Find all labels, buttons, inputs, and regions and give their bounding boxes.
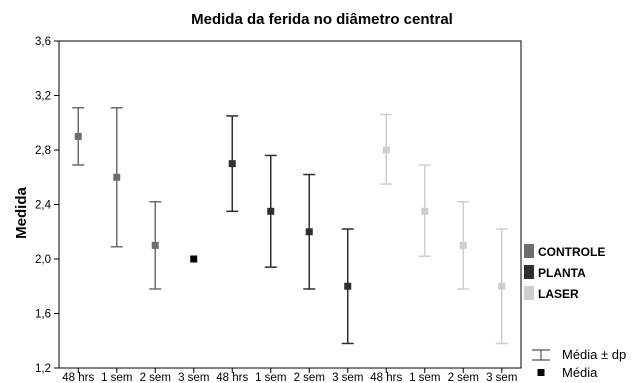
- mean-point: [498, 282, 506, 290]
- x-tick-label: 1 sem: [101, 372, 132, 383]
- mean-point: [421, 207, 429, 215]
- x-tick-label: 2 sem: [140, 372, 171, 383]
- y-tick-label: 3,6: [35, 36, 51, 48]
- x-axis: 48 hrs 1 sem 2 sem 3 sem 48 hrs 1 sem 2 sem 3 s…: [62, 368, 517, 383]
- legend-swatch: [524, 244, 534, 258]
- mean-point: [267, 207, 275, 215]
- mean-point: [151, 241, 159, 249]
- x-tick-label: 2 sem: [448, 372, 479, 383]
- x-tick-label: 1 sem: [409, 372, 440, 383]
- legend-label: CONTROLE: [538, 245, 605, 259]
- mean-point: [459, 241, 467, 249]
- chart-title: Medida da ferida no diâmetro central: [191, 11, 453, 28]
- stats-legend: Média ± dp Média: [532, 347, 626, 380]
- plot-frame: [58, 40, 522, 369]
- mean-point: [228, 160, 236, 168]
- y-axis: 1,2 1,6 2,0 2,4 2,8 3,2 3,6: [35, 36, 59, 375]
- x-tick-label: 3 sem: [332, 372, 363, 383]
- x-tick-label: 48 hrs: [216, 372, 248, 383]
- x-tick-label: 48 hrs: [370, 372, 402, 383]
- legend: CONTROLE PLANTA LASER: [524, 244, 605, 301]
- mean-point: [344, 282, 352, 290]
- errorbar-legend-label: Média ± dp: [562, 347, 626, 362]
- y-tick-label: 2,4: [35, 200, 52, 212]
- x-tick-label: 3 sem: [486, 372, 517, 383]
- x-tick-label: 2 sem: [294, 372, 325, 383]
- y-tick-label: 1,6: [35, 309, 51, 321]
- mean-point: [74, 132, 82, 140]
- x-tick-label: 3 sem: [178, 372, 209, 383]
- mean-point: [190, 255, 198, 263]
- legend-swatch: [524, 265, 534, 279]
- legend-label: PLANTA: [538, 266, 586, 280]
- mean-point: [305, 228, 313, 236]
- mean-point: [113, 173, 121, 181]
- legend-label: LASER: [538, 287, 579, 301]
- y-tick-label: 2,8: [35, 145, 51, 157]
- x-tick-label: 1 sem: [255, 372, 286, 383]
- legend-swatch: [524, 286, 534, 300]
- mean-point: [382, 146, 390, 154]
- mean-legend-label: Média: [562, 365, 598, 380]
- mean-legend-marker: [537, 369, 545, 376]
- y-tick-label: 3,2: [35, 91, 51, 103]
- x-tick-label: 48 hrs: [62, 372, 94, 383]
- y-tick-label: 1,2: [35, 363, 51, 375]
- y-tick-label: 2,0: [35, 254, 51, 266]
- data-marks: [72, 107, 508, 345]
- y-axis-label: Medida: [13, 187, 30, 239]
